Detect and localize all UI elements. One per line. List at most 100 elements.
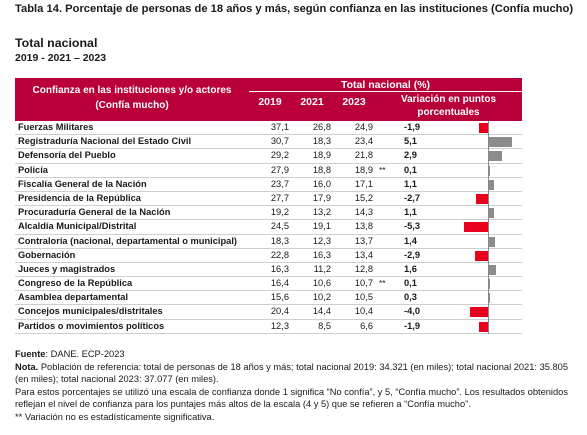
table-row: Policía 27,9 18,8 18,9 ** 0,1 (15, 164, 522, 178)
institution-label: Policía (18, 164, 48, 175)
table-row: Registraduría Nacional del Estado Civil 3… (15, 135, 522, 150)
value-2021: 11,2 (313, 263, 331, 274)
value-2021: 8,5 (318, 320, 331, 331)
header-variation-line2: 2023-2021 (424, 120, 473, 131)
table-row: Partidos o movimientos políticos 12,3 8,5 6… (15, 320, 522, 334)
value-2021: 18,8 (312, 164, 331, 175)
table-row: Concejos municipales/distritales 20,4 14,4… (15, 305, 522, 320)
institution-label: Asamblea departamental (18, 292, 129, 303)
significance-mark: ** (379, 164, 386, 175)
value-2021: 26,8 (312, 122, 331, 132)
value-2019: 20,4 (270, 306, 289, 317)
institution-label: Procuraduría General de la Nación (18, 207, 171, 218)
table-body: Fuerzas Militares 37,1 26,8 24,9 -1,9 Registr… (15, 121, 522, 334)
value-2019: 12,3 (270, 320, 289, 331)
value-2019: 15,6 (270, 292, 289, 303)
value-2019: 27,9 (270, 164, 289, 175)
institution-label: Gobernación (18, 249, 76, 260)
variation-bar (489, 179, 495, 190)
value-2019: 24,5 (270, 221, 289, 232)
header-year-2019: 2019 (258, 96, 282, 108)
value-2021: 19,1 (312, 221, 331, 232)
institution-label: Congreso de la República (18, 278, 133, 289)
variation-value: -4,0 (404, 306, 421, 317)
nota-text: Población de referencia: total de person… (15, 361, 569, 385)
value-2023: 10,7 (354, 278, 373, 289)
variation-value: 0,1 (404, 164, 417, 175)
variation-value: -5,3 (404, 221, 421, 232)
header-institutions-line2: (Confía mucho) (95, 100, 169, 111)
value-2021: 18,9 (312, 150, 331, 161)
header-variation-line1: Variación en puntos porcentuales (400, 94, 497, 118)
variation-value: 1,1 (404, 178, 417, 189)
institution-label: Defensoría del Pueblo (18, 150, 116, 161)
variation-value: -2,7 (404, 192, 421, 203)
value-2023: 17,1 (354, 178, 373, 189)
variation-bar (489, 208, 495, 219)
value-2019: 16,3 (270, 263, 289, 274)
variation-bar (489, 279, 491, 290)
value-2021: 16,3 (312, 249, 331, 260)
variation-value: 0,1 (404, 278, 417, 289)
value-2019: 16,4 (270, 278, 289, 289)
variation-value: 5,1 (404, 136, 417, 147)
value-2023: 13,7 (354, 235, 373, 246)
institution-label: Jueces y magistrados (18, 263, 116, 274)
value-2021: 12,3 (312, 235, 331, 246)
value-2023: 15,2 (354, 192, 373, 203)
table-row: Asamblea departamental 15,6 10,2 10,5 0,3 (15, 291, 522, 306)
value-2019: 19,2 (270, 207, 289, 218)
variation-bar (489, 151, 503, 162)
table-row: Contraloría (nacional, departamental o m… (15, 235, 522, 249)
table-row: Jueces y magistrados 16,3 11,2 12,8 1,6 (15, 263, 522, 278)
source-text: : DANE. ECP-2023 (45, 349, 125, 359)
variation-bar (489, 137, 513, 148)
table-header: Confianza en las instituciones y/o actor… (15, 78, 522, 131)
variation-value: -2,9 (404, 249, 421, 260)
header-total-nacional: Total nacional (%) (249, 78, 522, 92)
table-row: Gobernación 22,8 16,3 13,4 -2,9 (15, 249, 522, 263)
value-2019: 22,8 (270, 249, 289, 260)
table-row: Fuerzas Militares 37,1 26,8 24,9 -1,9 (15, 121, 522, 136)
variation-value: -1,9 (404, 122, 421, 132)
institution-label: Fiscalía General de la Nación (18, 178, 147, 189)
value-2021: 16,0 (312, 178, 331, 189)
variation-bar (489, 293, 491, 304)
nota-label: Nota. (15, 361, 39, 372)
variation-value: 0,3 (404, 292, 417, 303)
variation-value: -1,9 (404, 320, 421, 331)
value-2023: 10,5 (354, 292, 373, 303)
value-2023: 24,9 (354, 122, 373, 132)
source-label: Fuente (15, 349, 46, 359)
variation-bar (474, 250, 488, 261)
value-2023: 6,6 (360, 320, 373, 331)
value-2023: 10,4 (354, 306, 373, 317)
institution-label: Contraloría (nacional, departamental o m… (18, 235, 238, 246)
value-2019: 27,7 (270, 192, 289, 203)
value-2023: 12,8 (354, 263, 373, 274)
variation-bar (469, 307, 488, 318)
table-title: Tabla 14. Porcentaje de personas de 18 a… (15, 3, 574, 15)
header-institutions-line1: Confianza en las instituciones y/o actor… (32, 85, 232, 96)
confidence-table: Confianza en las instituciones y/o actor… (15, 78, 522, 334)
value-2019: 23,7 (270, 178, 289, 189)
variation-bar (475, 193, 488, 204)
institution-label: Partidos o movimientos políticos (18, 320, 165, 331)
value-2021: 14,4 (312, 306, 331, 317)
value-2023: 23,4 (354, 136, 373, 147)
value-2021: 13,2 (312, 207, 331, 218)
header-variation: Variación en puntos porcentuales 2023-20… (375, 93, 522, 132)
variation-bar (489, 264, 497, 275)
value-2023: 18,9 (354, 164, 373, 175)
value-2021: 10,6 (312, 278, 331, 289)
value-2021: 17,9 (312, 192, 331, 203)
reference-note: Nota. Población de referencia: total de … (15, 361, 580, 386)
source-note: Fuente: DANE. ECP-2023 (15, 348, 580, 361)
table-row: Procuraduría General de la Nación 19,2 13,… (15, 206, 522, 221)
table-row: Fiscalía General de la Nación 23,7 16,0 17,… (15, 178, 522, 192)
value-2023: 13,8 (354, 221, 373, 232)
header-year-2023: 2023 (342, 96, 366, 108)
variation-value: 2,9 (404, 150, 417, 161)
institution-label: Registraduría Nacional del Estado Civil (18, 136, 192, 147)
institution-label: Presidencia de la República (18, 192, 141, 203)
